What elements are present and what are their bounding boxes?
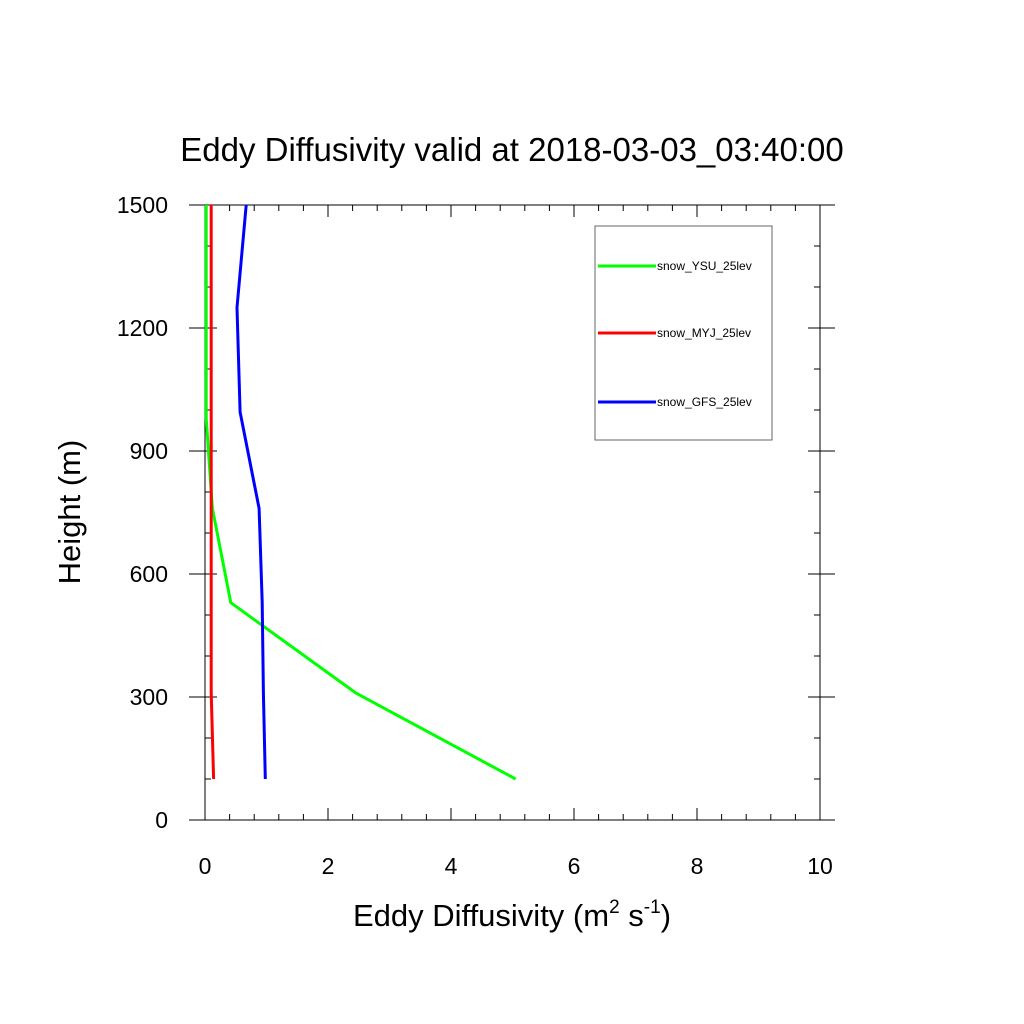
legend-label: snow_MYJ_25lev bbox=[657, 326, 751, 340]
series-lines bbox=[204, 204, 517, 781]
series-line-snow_YSU_25lev bbox=[204, 205, 517, 781]
x-tick-label: 10 bbox=[807, 853, 833, 879]
y-tick-label: 1500 bbox=[117, 192, 168, 218]
x-tick-label: 8 bbox=[691, 853, 704, 879]
x-tick-label: 2 bbox=[322, 853, 335, 879]
legend-label: snow_YSU_25lev bbox=[657, 259, 752, 273]
series-line-snow_GFS_25lev bbox=[235, 204, 267, 780]
y-tick-labels: 0 300 600 900 1200 1500 bbox=[117, 192, 168, 833]
major-ticks bbox=[189, 204, 835, 821]
legend: snow_YSU_25lev snow_MYJ_25lev snow_GFS_25l… bbox=[594, 225, 773, 441]
y-axis-label: Height (m) bbox=[52, 440, 87, 585]
y-tick-label: 600 bbox=[130, 561, 168, 587]
y-tick-label: 300 bbox=[130, 684, 168, 710]
y-tick-label: 1200 bbox=[117, 315, 168, 341]
legend-label: snow_GFS_25lev bbox=[657, 395, 752, 409]
series-line-snow_MYJ_25lev bbox=[209, 205, 216, 780]
chart-title: Eddy Diffusivity valid at 2018-03-03_03:… bbox=[180, 131, 843, 168]
plot-frame bbox=[204, 204, 821, 821]
x-tick-labels: 0 2 4 6 8 10 bbox=[199, 853, 833, 879]
x-axis-label: Eddy Diffusivity (m2 s-1) bbox=[353, 897, 671, 933]
x-tick-label: 0 bbox=[199, 853, 212, 879]
x-tick-label: 6 bbox=[568, 853, 581, 879]
x-tick-label: 4 bbox=[445, 853, 458, 879]
y-tick-label: 900 bbox=[130, 438, 168, 464]
y-tick-label: 0 bbox=[155, 807, 168, 833]
